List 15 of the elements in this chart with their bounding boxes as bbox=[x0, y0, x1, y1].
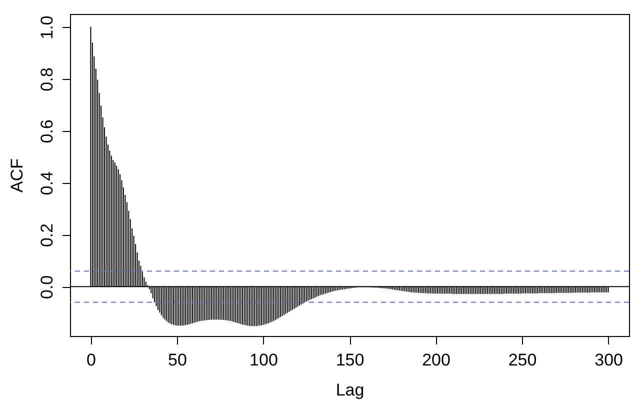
y-axis-title: ACF bbox=[8, 158, 26, 192]
x-tick-label: 100 bbox=[250, 350, 278, 370]
x-tick-label: 250 bbox=[508, 350, 537, 370]
x-tick-label: 300 bbox=[594, 350, 623, 370]
y-tick-label: 0.4 bbox=[38, 171, 56, 196]
y-tick-label: 0.6 bbox=[38, 120, 56, 144]
x-tick-label: 150 bbox=[336, 350, 364, 370]
y-tick-label: 0.0 bbox=[38, 275, 56, 299]
y-tick-label: 1.0 bbox=[38, 16, 56, 40]
x-tick-label: 200 bbox=[422, 350, 450, 370]
x-tick-label: 0 bbox=[86, 350, 96, 370]
y-tick-label: 0.8 bbox=[38, 68, 56, 92]
y-tick-label: 0.2 bbox=[38, 223, 56, 248]
x-axis-title: Lag bbox=[336, 380, 364, 400]
x-tick-label: 50 bbox=[168, 350, 187, 370]
